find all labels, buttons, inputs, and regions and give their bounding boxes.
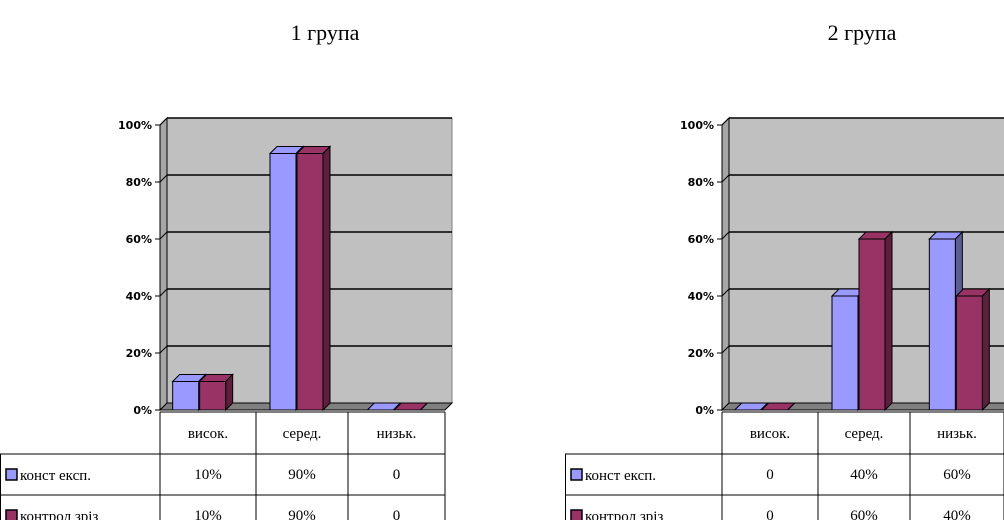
bar — [393, 402, 429, 411]
series-name: конст експ. — [585, 468, 656, 484]
y-tick-label: 20% — [126, 347, 152, 360]
data-label: 60% — [943, 467, 971, 483]
bar-side — [981, 287, 990, 412]
bar — [295, 145, 332, 412]
legend-swatch — [570, 509, 583, 520]
bar-front — [831, 295, 859, 411]
category-label: серед. — [845, 426, 884, 442]
chart-2: 2 група 0% 20% 40% 60% 80% 100% висок. серед. низ… — [565, 20, 1004, 520]
category-label: серед. — [283, 426, 322, 442]
gridline-side — [159, 345, 168, 354]
y-tick-label: 20% — [688, 347, 714, 360]
bar — [955, 287, 991, 412]
category-label: висок. — [188, 426, 228, 442]
bar-side — [392, 402, 401, 411]
y-tick-label: 0% — [133, 404, 152, 417]
bar — [760, 402, 796, 411]
gridline-side — [721, 288, 730, 297]
data-label: 40% — [850, 467, 878, 483]
category-label: низьк. — [937, 426, 977, 442]
data-label: 90% — [288, 467, 316, 483]
bar — [198, 373, 234, 412]
y-tick-label: 80% — [688, 176, 714, 189]
y-tick-label: 100% — [118, 119, 152, 132]
y-tick-label: 40% — [126, 290, 152, 303]
data-label: 10% — [194, 508, 222, 520]
y-tick-label: 80% — [126, 176, 152, 189]
bar-front — [955, 295, 983, 411]
chart-title: 1 група — [291, 20, 360, 45]
plot-side-wall — [721, 116, 730, 412]
bar-front — [269, 153, 297, 411]
chart-title: 2 група — [828, 20, 897, 45]
bar — [857, 230, 894, 412]
data-label: 60% — [850, 508, 878, 520]
data-label: 0 — [766, 508, 774, 520]
data-label: 40% — [943, 508, 971, 520]
legend-swatch — [570, 468, 583, 481]
gridline-side — [721, 345, 730, 354]
chart-1: 1 група 0% 20% 40% 60% 80% 100% висок. серед. низ… — [0, 20, 454, 520]
series-name: контрол зріз — [20, 509, 98, 520]
y-tick-label: 60% — [126, 233, 152, 246]
category-label: низьк. — [377, 426, 417, 442]
y-tick-label: 0% — [695, 404, 714, 417]
y-tick-label: 40% — [688, 290, 714, 303]
gridline-side — [159, 231, 168, 240]
legend-swatch — [5, 468, 18, 481]
y-tick-label: 60% — [688, 233, 714, 246]
data-table: висок. серед. низьк. конст експ. 10% 90% 0 конт… — [0, 411, 446, 520]
bar-side — [884, 230, 893, 412]
bar-side — [787, 402, 796, 411]
plot-side-wall — [159, 116, 168, 412]
gridline-side — [721, 174, 730, 183]
bar-front — [858, 238, 886, 411]
bar-side — [760, 402, 769, 411]
bar-side — [419, 402, 428, 411]
data-label: 0 — [393, 467, 401, 483]
bar-side — [322, 145, 331, 412]
gridline-side — [721, 231, 730, 240]
series-name: конст експ. — [20, 468, 91, 484]
gridline-side — [159, 174, 168, 183]
bar — [366, 402, 402, 411]
legend-swatch — [5, 509, 18, 520]
bar-front — [296, 153, 324, 411]
series-name: контрол зріз — [585, 509, 663, 520]
data-table: висок. серед. низьк. конст експ. 0 40% 60% конт… — [565, 411, 1004, 520]
data-label: 0 — [766, 467, 774, 483]
bar-front — [199, 381, 227, 411]
gridline-side — [721, 117, 730, 126]
data-label: 90% — [288, 508, 316, 520]
bar-side — [225, 373, 234, 412]
gridline-side — [159, 288, 168, 297]
y-tick-label: 100% — [680, 119, 714, 132]
gridline-side — [159, 117, 168, 126]
data-label: 10% — [194, 467, 222, 483]
category-label: висок. — [750, 426, 790, 442]
data-label: 0 — [393, 508, 401, 520]
bar-front — [172, 381, 200, 411]
bar — [733, 402, 769, 411]
bar-front — [928, 238, 956, 411]
